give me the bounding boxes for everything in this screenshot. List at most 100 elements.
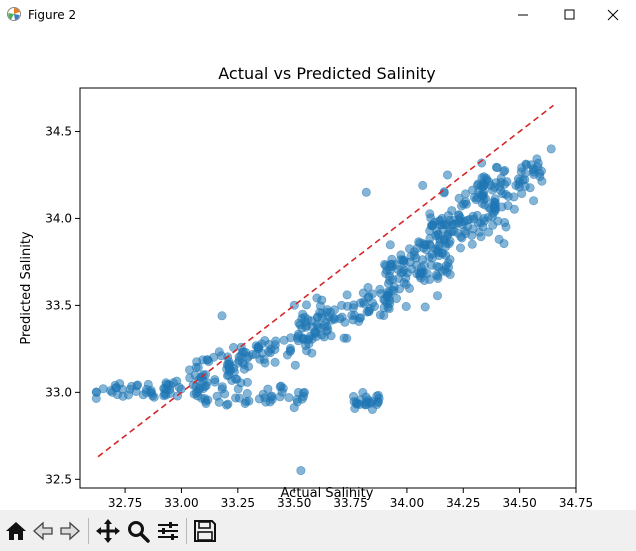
scatter-point	[263, 384, 273, 394]
scatter-point	[302, 346, 312, 356]
pan-button[interactable]	[95, 518, 121, 544]
window-titlebar: Figure 2	[0, 0, 636, 30]
scatter-point	[492, 163, 502, 173]
scatter-point	[133, 380, 143, 390]
scatter-point	[355, 313, 365, 323]
figure-canvas[interactable]: Actual vs Predicted Salinity 32.75 33.00 3…	[0, 30, 636, 510]
x-tick-label: 34.50	[502, 496, 536, 510]
scatter-point	[361, 187, 371, 197]
y-tick-label: 33.0	[45, 385, 72, 399]
scatter-point	[420, 240, 430, 250]
x-tick-label: 33.00	[164, 496, 198, 510]
scatter-point	[337, 300, 347, 310]
scatter-point	[455, 243, 465, 253]
scatter-point	[439, 187, 449, 197]
scatter-point	[445, 236, 455, 246]
back-arrow-icon	[33, 521, 53, 541]
forward-button[interactable]	[57, 518, 83, 544]
scatter-point	[210, 377, 220, 387]
scatter-point	[500, 218, 510, 228]
home-button[interactable]	[3, 518, 29, 544]
y-tick-label: 33.5	[45, 298, 72, 312]
window-title: Figure 2	[28, 8, 77, 22]
scatter-point	[301, 300, 311, 310]
zoom-button[interactable]	[125, 518, 151, 544]
scatter-point	[459, 199, 469, 209]
scatter-point	[222, 400, 232, 410]
scatter-point	[368, 298, 378, 308]
back-button[interactable]	[30, 518, 56, 544]
scatter-point	[242, 388, 252, 398]
toolbar-separator	[88, 518, 89, 544]
x-tick-label: 34.75	[559, 496, 593, 510]
scatter-point	[496, 178, 506, 188]
save-button[interactable]	[192, 518, 218, 544]
chart-title: Actual vs Predicted Salinity	[218, 64, 435, 83]
close-button[interactable]	[590, 0, 636, 30]
scatter-point	[476, 232, 486, 242]
scatter-point	[91, 393, 101, 403]
x-tick-label: 33.25	[221, 496, 255, 510]
scatter-point	[535, 168, 545, 178]
scatter-points	[91, 144, 556, 476]
scatter-point	[162, 379, 172, 389]
scatter-point	[124, 390, 134, 400]
scatter-point	[426, 260, 436, 270]
scatter-point	[389, 286, 399, 296]
maximize-icon	[564, 9, 575, 20]
scatter-point	[425, 209, 435, 219]
scatter-point	[483, 227, 493, 237]
plot-frame	[79, 87, 577, 489]
scatter-point	[379, 310, 389, 320]
magnifier-icon	[128, 521, 150, 543]
x-axis-label: Actual Salinity	[281, 486, 374, 501]
scatter-point	[296, 466, 306, 476]
scatter-point	[426, 221, 436, 231]
scatter-point	[401, 273, 411, 283]
scatter-point	[385, 240, 395, 250]
scatter-point	[477, 173, 487, 183]
scatter-point	[479, 195, 489, 205]
scatter-point	[270, 357, 280, 367]
maximize-button[interactable]	[546, 0, 592, 30]
navigation-toolbar	[0, 510, 636, 551]
scatter-point	[490, 198, 500, 208]
x-tick-label: 34.25	[446, 496, 480, 510]
scatter-point	[442, 170, 452, 180]
scatter-point	[388, 275, 398, 285]
scatter-point	[469, 214, 479, 224]
scatter-point	[217, 311, 227, 321]
x-axis-ticks: 32.75 33.00 33.25 33.50 33.75 34.00 34.25 34.50…	[108, 488, 593, 510]
scatter-chart: Actual vs Predicted Salinity 32.75 33.00 3…	[19, 64, 593, 510]
scatter-point	[223, 371, 233, 381]
scatter-point	[294, 318, 304, 328]
x-tick-label: 33.75	[333, 496, 367, 510]
scatter-point	[434, 262, 444, 272]
scatter-point	[468, 224, 478, 234]
scatter-point	[418, 267, 428, 277]
scatter-point	[257, 339, 267, 349]
scatter-point	[319, 321, 329, 331]
scatter-point	[499, 239, 509, 249]
scatter-point	[286, 333, 296, 343]
scatter-point	[191, 388, 201, 398]
y-axis-label: Predicted Salinity	[19, 231, 34, 345]
scatter-point	[293, 329, 303, 339]
reference-line	[97, 104, 554, 458]
configure-subplots-button[interactable]	[155, 518, 181, 544]
move-icon	[96, 519, 120, 543]
scatter-point	[355, 298, 365, 308]
scatter-point	[202, 355, 212, 365]
scatter-point	[293, 387, 303, 397]
x-tick-label: 33.50	[277, 496, 311, 510]
scatter-point	[290, 360, 300, 370]
y-tick-label: 32.5	[45, 472, 72, 486]
scatter-point	[214, 347, 224, 357]
scatter-point	[396, 250, 406, 260]
scatter-point	[372, 399, 382, 409]
scatter-point	[149, 392, 159, 402]
scatter-point	[489, 182, 499, 192]
forward-arrow-icon	[60, 521, 80, 541]
minimize-button[interactable]	[500, 0, 546, 30]
x-tick-label: 34.00	[390, 496, 424, 510]
